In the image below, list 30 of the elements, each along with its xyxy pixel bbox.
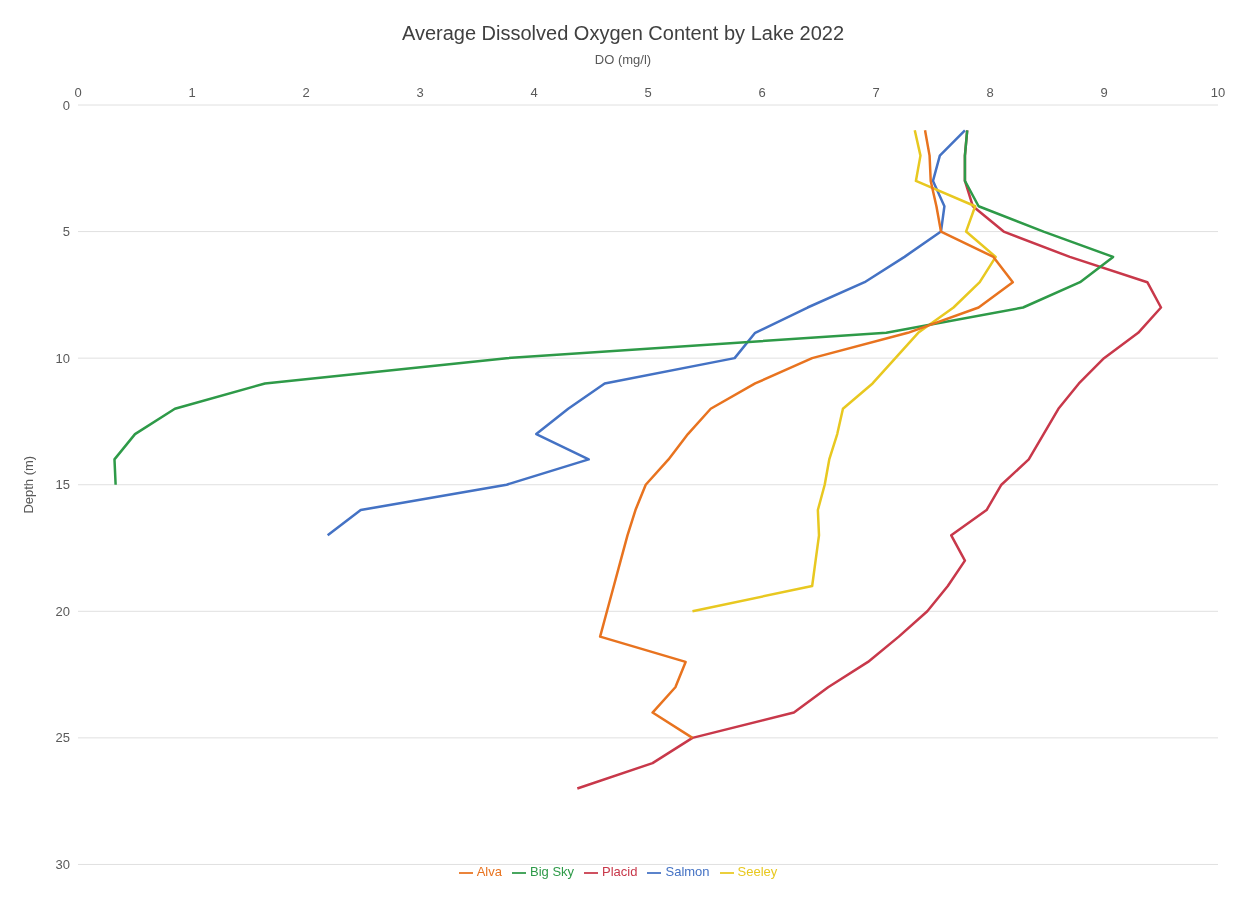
y-tick-label: 25 xyxy=(55,730,70,746)
line-series xyxy=(598,129,1015,740)
x-tick-label: 4 xyxy=(530,85,538,100)
line-series xyxy=(113,129,1115,486)
y-tick-label: 30 xyxy=(55,857,70,873)
x-tick-label: 9 xyxy=(1100,85,1108,100)
legend-label: Salmon xyxy=(665,864,710,880)
x-tick-label: 2 xyxy=(302,85,310,100)
x-tick-label: 0 xyxy=(74,85,82,100)
x-tick-label: 8 xyxy=(986,85,994,100)
y-tick-label: 10 xyxy=(55,350,70,366)
y-tick-label: 0 xyxy=(62,97,70,113)
x-tick-label: 6 xyxy=(758,85,766,100)
legend-label: Placid xyxy=(602,864,638,880)
line-series xyxy=(326,129,967,537)
line-series xyxy=(691,129,997,613)
x-tick-label: 1 xyxy=(188,85,196,100)
x-tick-label: 7 xyxy=(872,85,880,100)
y-tick-label: 5 xyxy=(62,224,70,240)
x-tick-label: 3 xyxy=(416,85,424,100)
chart-title: Average Dissolved Oxygen Content by Lake 2022 xyxy=(400,21,846,46)
legend-label: Seeley xyxy=(737,864,778,880)
y-axis-title: Depth (m) xyxy=(20,455,36,514)
x-tick-label: 5 xyxy=(644,85,652,100)
y-tick-label: 20 xyxy=(55,603,70,619)
x-tick-label: 10 xyxy=(1210,85,1226,100)
legend-label: Big Sky xyxy=(529,864,575,880)
legend-label: Alva xyxy=(476,864,502,880)
y-tick-label: 15 xyxy=(55,477,70,493)
x-axis-title: DO (mg/l) xyxy=(593,52,653,69)
